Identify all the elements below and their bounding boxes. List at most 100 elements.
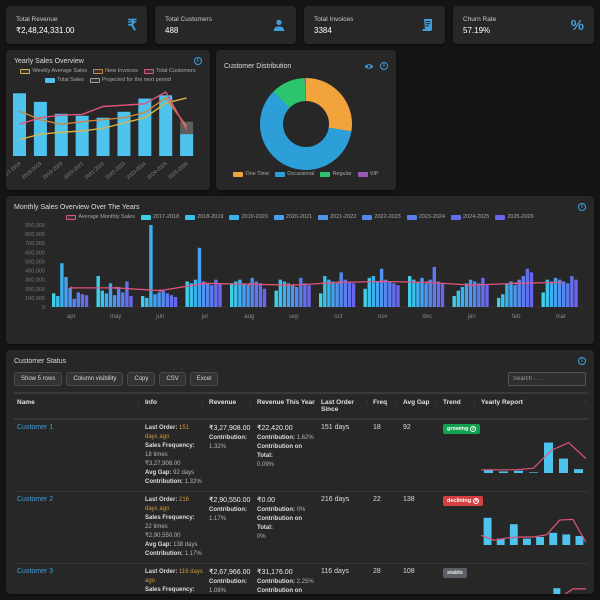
legend-item[interactable]: New Invoices xyxy=(93,68,138,74)
month-year-bar xyxy=(460,286,465,307)
legend-item[interactable]: Regular xyxy=(320,171,352,177)
column-header-trend[interactable]: Trend ↕ xyxy=(440,393,478,419)
cell-yearly-report xyxy=(478,491,589,563)
month-year-bar xyxy=(68,287,72,307)
legend-item[interactable]: 2025-2026 xyxy=(495,214,534,220)
legend-item[interactable]: 2022-2023 xyxy=(362,214,401,220)
info-icon[interactable]: i xyxy=(380,62,388,70)
customer-link[interactable]: Customer 3 xyxy=(17,568,54,575)
month-year-bar xyxy=(96,276,100,307)
kpi-value: ₹2,48,24,331.00 xyxy=(16,25,75,35)
month-year-bar xyxy=(541,292,545,307)
monthly-sales-card: Monthly Sales Overview Over The Years i … xyxy=(6,196,594,344)
search-input[interactable] xyxy=(508,372,586,386)
legend-item[interactable]: Total Customers xyxy=(143,68,196,74)
table-button-column-visibility[interactable]: Column visibility xyxy=(66,372,124,386)
column-header-revenue-this-year[interactable]: Revenue This Year ↕ xyxy=(254,393,318,419)
kpi-card-total-customers: Total Customers 488 xyxy=(155,6,296,44)
legend-item[interactable]: One Time xyxy=(233,171,269,177)
legend-label: 2021-2022 xyxy=(330,214,357,220)
month-year-bar xyxy=(206,283,210,307)
legend-item[interactable]: Weekly Average Sales xyxy=(20,68,87,74)
yearly-sales-title: Yearly Sales Overview xyxy=(14,57,84,65)
month-year-bar xyxy=(210,285,214,307)
info-line: Avg Gap: 92 days xyxy=(145,469,203,478)
legend-item[interactable]: Total Sales xyxy=(44,77,84,83)
legend-item[interactable]: VIP xyxy=(357,171,379,177)
month-label: jul xyxy=(201,314,208,320)
legend-swatch-icon xyxy=(495,214,506,220)
legend-item[interactable]: 2019-2020 xyxy=(229,214,268,220)
info-icon[interactable]: i xyxy=(578,203,586,211)
revenue-this-year-value: ₹0.00 xyxy=(257,497,276,504)
cell-revenue-this-year: ₹0.00 Contribution: 0% Contribution on Tot… xyxy=(254,491,318,563)
series-line xyxy=(19,97,187,141)
legend-item[interactable]: Average Monthly Sales xyxy=(66,214,135,220)
column-header-info[interactable]: Info ↕ xyxy=(142,393,206,419)
sales-bar xyxy=(180,134,194,156)
month-year-bar xyxy=(129,296,133,307)
cell-last-order-since: 216 days xyxy=(318,491,370,563)
column-header-name[interactable]: Name ↕ xyxy=(14,393,142,419)
month-year-bar xyxy=(254,281,258,307)
yearly-report-chart xyxy=(481,517,586,545)
month-year-bar xyxy=(278,279,282,307)
legend-item[interactable]: 2024-2025 xyxy=(451,214,489,220)
legend-item[interactable]: Occasional xyxy=(275,171,314,177)
empty-space xyxy=(402,50,594,190)
table-button-show-5-rows[interactable]: Show 5 rows xyxy=(14,372,63,386)
legend-item[interactable]: 2017-2018 xyxy=(140,214,179,220)
info-value: 151 days ago xyxy=(145,425,190,440)
month-year-bar xyxy=(125,281,129,307)
legend-label: 2023-2024 xyxy=(418,214,446,220)
info-icon[interactable]: i xyxy=(194,57,202,65)
info-icon[interactable]: i xyxy=(578,357,586,365)
value: 1.32% xyxy=(209,444,227,450)
legend-item[interactable]: 2021-2022 xyxy=(318,214,356,220)
column-header-freq[interactable]: Freq ↕ xyxy=(370,393,400,419)
customer-link[interactable]: Customer 1 xyxy=(17,424,54,431)
legend-item[interactable]: 2023-2024 xyxy=(406,214,446,220)
report-bar xyxy=(559,458,568,473)
column-header-avg-gap[interactable]: Avg Gap ↕ xyxy=(400,393,440,419)
label: Contribution: xyxy=(209,507,247,513)
cell-avg-gap: 108 xyxy=(400,563,440,594)
column-header-last-order-since[interactable]: Last Order Since ↕ xyxy=(318,393,370,419)
cell-info: Last Order: 151 days ago Sales Frequency:… xyxy=(142,419,206,491)
legend-item[interactable]: 2018-2019 xyxy=(185,214,223,220)
x-axis-label: 2024-2025 xyxy=(146,161,168,181)
cell-info: Last Order: 216 days ago Sales Frequency:… xyxy=(142,491,206,563)
month-year-bar xyxy=(545,279,549,307)
yearly-report-chart xyxy=(481,441,586,473)
legend-swatch-icon xyxy=(275,171,286,177)
legend-swatch-icon xyxy=(273,214,284,220)
table-button-copy[interactable]: Copy xyxy=(127,372,156,386)
info-label: Avg Gap: xyxy=(145,542,172,548)
average-point xyxy=(381,280,385,283)
customer-link[interactable]: Customer 2 xyxy=(17,496,54,503)
month-year-bar xyxy=(165,293,169,307)
trend-badge-growing: growing ✓ xyxy=(443,424,481,434)
rty-contribution: Contribution: 0% xyxy=(257,506,315,515)
column-header-yearly-report[interactable]: Yearly Report ↕ xyxy=(478,393,589,419)
month-year-bar xyxy=(108,283,113,307)
y-axis-label: 700,000 xyxy=(25,241,45,247)
month-label: dec xyxy=(422,314,432,320)
y-axis-label: 600,000 xyxy=(25,250,45,256)
y-axis-label: 800,000 xyxy=(25,232,45,238)
eye-icon[interactable] xyxy=(364,57,374,75)
month-year-bar xyxy=(452,296,456,307)
table-button-excel[interactable]: Excel xyxy=(189,372,219,386)
month-year-bar xyxy=(327,279,331,307)
legend-label: 2025-2026 xyxy=(507,214,534,220)
legend-item[interactable]: Projected for the next period xyxy=(89,77,171,83)
info-line: Contribution: 1.17% xyxy=(145,550,203,559)
legend-swatch-icon xyxy=(229,214,240,220)
table-button-csv[interactable]: CSV xyxy=(159,372,186,386)
info-line: Sales Frequency: 28 times xyxy=(145,586,203,594)
info-value: 216 days ago xyxy=(145,497,190,512)
legend-item[interactable]: 2020-2021 xyxy=(273,214,312,220)
cell-freq: 22 xyxy=(370,491,400,563)
legend-label: VIP xyxy=(369,171,379,177)
column-header-revenue[interactable]: Revenue ↕ xyxy=(206,393,254,419)
